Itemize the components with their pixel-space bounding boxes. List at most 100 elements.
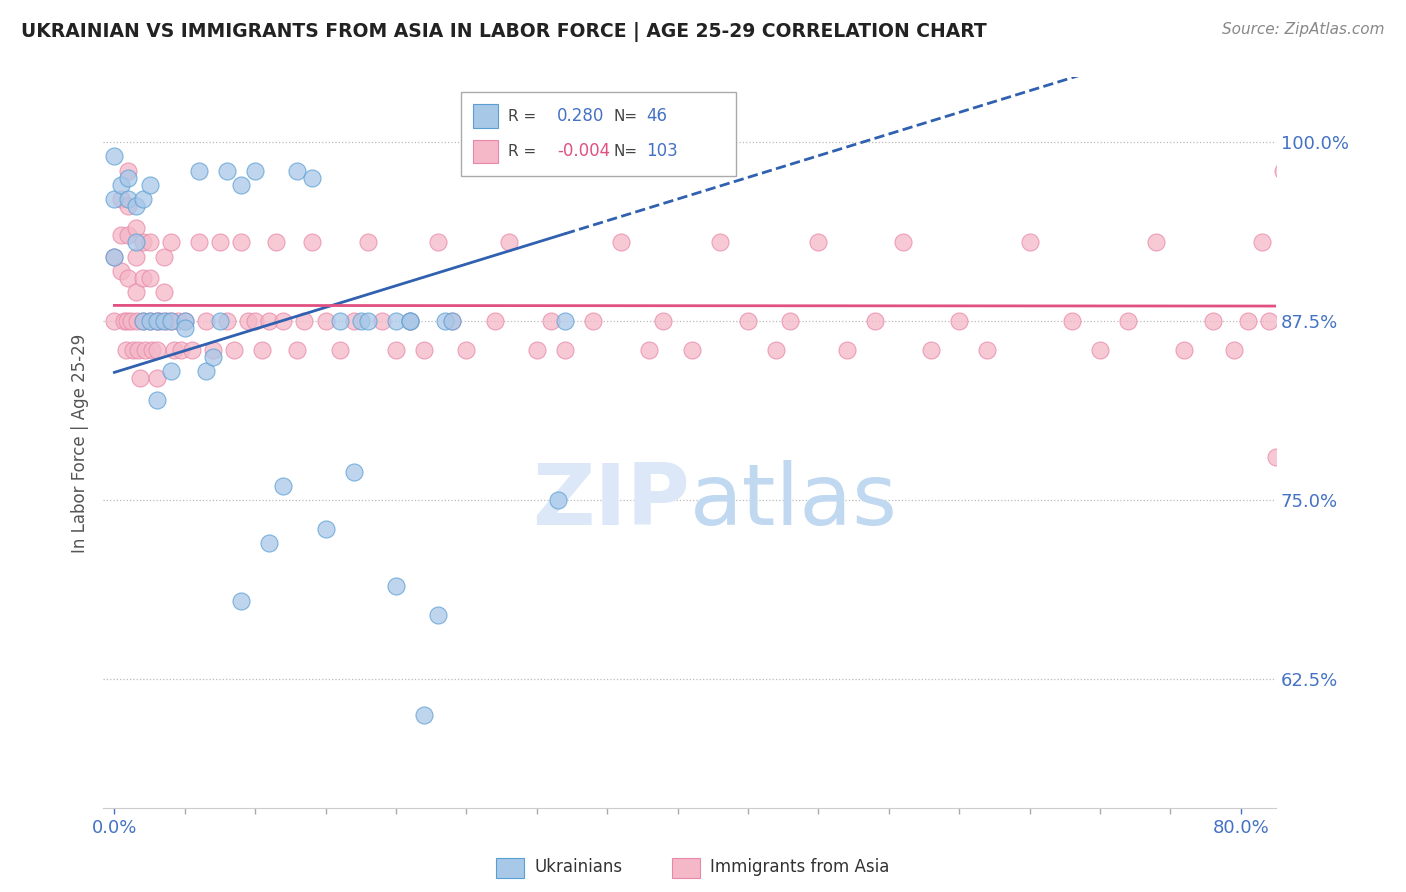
Point (138, 235, 160, 250)
Point (112, 314, 135, 328)
Point (194, 314, 217, 328)
Point (127, 343, 149, 357)
Point (484, 314, 506, 328)
Point (765, 343, 787, 357)
Point (162, 343, 184, 357)
Point (1272, 163, 1295, 178)
Text: Ukrainians: Ukrainians (534, 858, 623, 876)
Point (117, 163, 139, 178)
Point (173, 314, 195, 328)
Point (329, 314, 352, 328)
Point (103, 192, 125, 206)
Point (134, 343, 156, 357)
Point (103, 314, 125, 328)
Point (131, 314, 153, 328)
Point (315, 314, 337, 328)
Point (138, 314, 160, 328)
Point (301, 235, 323, 250)
Point (115, 314, 138, 328)
Point (173, 321, 195, 335)
Point (159, 235, 181, 250)
Text: N=: N= (613, 109, 637, 124)
Point (229, 178, 252, 192)
Point (259, 536, 281, 550)
Point (117, 192, 139, 206)
Point (413, 343, 436, 357)
Point (301, 170, 323, 185)
Point (222, 343, 245, 357)
Point (891, 235, 914, 250)
Point (273, 479, 295, 493)
Point (194, 364, 217, 378)
Point (145, 392, 167, 407)
Point (294, 314, 316, 328)
Text: -0.004: -0.004 (557, 142, 610, 161)
Point (1222, 343, 1244, 357)
Point (152, 250, 174, 264)
Point (554, 314, 576, 328)
Text: ZIP: ZIP (531, 460, 689, 543)
Point (1116, 314, 1139, 328)
Point (456, 343, 478, 357)
Point (1018, 235, 1040, 250)
Point (976, 343, 998, 357)
Point (582, 314, 605, 328)
Point (110, 192, 132, 206)
Point (201, 343, 224, 357)
Point (399, 314, 422, 328)
Point (148, 314, 170, 328)
Point (236, 314, 259, 328)
Point (287, 163, 309, 178)
Point (1258, 314, 1281, 328)
Point (273, 314, 295, 328)
Point (385, 343, 408, 357)
Point (125, 314, 148, 328)
Point (385, 579, 408, 593)
Point (681, 343, 703, 357)
Point (159, 364, 181, 378)
Point (441, 314, 464, 328)
Point (315, 522, 337, 536)
Point (343, 465, 366, 479)
Point (1060, 314, 1083, 328)
Point (540, 314, 562, 328)
Point (128, 371, 150, 385)
Point (266, 235, 288, 250)
Point (187, 235, 209, 250)
Text: R =: R = (508, 144, 541, 159)
Point (547, 493, 569, 508)
Point (141, 343, 163, 357)
Point (121, 343, 143, 357)
Point (166, 314, 188, 328)
Point (610, 235, 633, 250)
Point (652, 314, 675, 328)
Point (208, 235, 231, 250)
Point (498, 235, 520, 250)
Text: N=: N= (613, 144, 637, 159)
Text: R =: R = (508, 109, 541, 124)
Text: 46: 46 (647, 107, 668, 125)
Point (259, 314, 281, 328)
Point (554, 343, 576, 357)
Point (187, 163, 209, 178)
Point (114, 343, 136, 357)
Point (427, 607, 450, 622)
Point (208, 314, 231, 328)
Point (229, 235, 252, 250)
Point (159, 314, 181, 328)
Point (413, 708, 436, 723)
Point (124, 285, 146, 300)
Text: Immigrants from Asia: Immigrants from Asia (710, 858, 890, 876)
Point (131, 192, 153, 206)
Point (427, 235, 450, 250)
Point (779, 314, 801, 328)
Point (737, 314, 759, 328)
Point (948, 314, 970, 328)
Point (117, 170, 139, 185)
Point (138, 178, 160, 192)
Point (117, 228, 139, 243)
Point (117, 271, 139, 285)
Point (215, 163, 238, 178)
Point (138, 314, 160, 328)
Text: Source: ZipAtlas.com: Source: ZipAtlas.com (1222, 22, 1385, 37)
